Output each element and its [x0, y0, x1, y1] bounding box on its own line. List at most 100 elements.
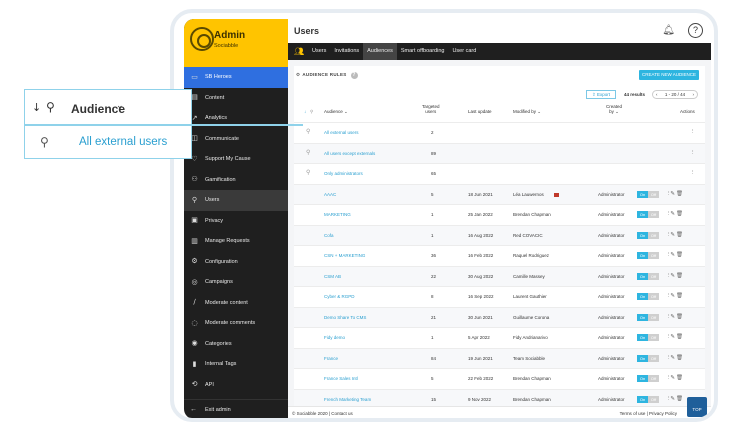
- sidebar-item-configuration[interactable]: ⚙ Configuration: [184, 252, 288, 273]
- tab-audiences[interactable]: Audiences: [363, 43, 397, 60]
- exit-admin-button[interactable]: ← Exit admin: [184, 399, 288, 418]
- status-toggle[interactable]: On Off: [637, 272, 659, 280]
- pager[interactable]: ‹ 1 - 20 / 44 ›: [652, 90, 698, 99]
- help-icon[interactable]: ?: [688, 23, 703, 38]
- sidebar-item-manage-requests[interactable]: ▥ Manage Requests: [184, 231, 288, 252]
- toggle-off[interactable]: Off: [648, 190, 659, 198]
- toggle-off[interactable]: Off: [648, 272, 659, 280]
- table-row[interactable]: CSM AB 22 30 Aug 2022 Camille Massey Adminis…: [294, 265, 705, 286]
- toggle-off[interactable]: Off: [648, 334, 659, 341]
- table-row[interactable]: CSN + MARKETING 36 16 Feb 2022 Raquel Rodri…: [294, 245, 705, 266]
- toggle-on[interactable]: On: [637, 375, 648, 382]
- edit-icon[interactable]: ✎: [670, 272, 676, 279]
- col-created-by[interactable]: Created by ⌄: [606, 104, 623, 114]
- stats-icon[interactable]: ⫶: [668, 211, 671, 217]
- toggle-on[interactable]: On: [637, 334, 648, 341]
- sort-down-icon[interactable]: ↓: [32, 101, 42, 114]
- audience-name-link[interactable]: All users except externals: [324, 150, 376, 156]
- table-row[interactable]: ⚲ All external users 2 ⫶: [294, 122, 705, 143]
- stats-icon[interactable]: ⫶: [668, 252, 671, 258]
- edit-icon[interactable]: ✎: [670, 354, 676, 361]
- status-toggle[interactable]: On Off: [637, 395, 659, 403]
- table-row[interactable]: Fidy demo 1 5 Apr 2022 Fidy Andrianarivo Adm…: [294, 327, 705, 348]
- edit-icon[interactable]: ✎: [670, 375, 676, 381]
- stats-icon[interactable]: ⫶: [692, 129, 695, 135]
- table-row[interactable]: France 84 19 Jun 2021 Team Sociabble Adminis…: [294, 347, 705, 368]
- stats-icon[interactable]: ⫶: [668, 231, 671, 238]
- table-row[interactable]: MARKETING 1 25 Jan 2022 Brendan Chapman Admi…: [294, 204, 705, 225]
- toggle-on[interactable]: On: [637, 354, 648, 362]
- audience-name-link[interactable]: France: [324, 355, 339, 361]
- toggle-off[interactable]: Off: [648, 313, 659, 321]
- chevron-down-icon[interactable]: ⌄: [116, 101, 124, 111]
- audience-name-link[interactable]: Fidy demo: [324, 335, 346, 340]
- footer-right[interactable]: Terms of use | Privacy Policy: [619, 411, 677, 416]
- sidebar-item-users[interactable]: ⚲ Users: [184, 190, 288, 211]
- trash-icon[interactable]: 🗑︎: [676, 395, 684, 402]
- stats-icon[interactable]: ⫶: [692, 170, 695, 176]
- sort-icon[interactable]: ↓: [304, 109, 307, 114]
- table-row[interactable]: Cyber & RGPD 8 16 Sep 2022 Laurent Gauthier…: [294, 286, 705, 307]
- tab-smart-offboarding[interactable]: Smart offboarding: [400, 48, 445, 54]
- stats-icon[interactable]: ⫶: [692, 149, 695, 156]
- sidebar-item-privacy[interactable]: ▣ Privacy: [184, 211, 288, 232]
- table-row[interactable]: Demo Share To CMS 21 30 Jun 2021 Guillaume …: [294, 306, 705, 327]
- next-page-icon[interactable]: ›: [692, 92, 694, 97]
- stats-icon[interactable]: ⫶: [668, 190, 671, 197]
- scroll-top-button[interactable]: TOP: [687, 397, 707, 417]
- table-row[interactable]: French Marketing Team 15 9 Nov 2022 Brendan…: [294, 388, 705, 409]
- col-last-update[interactable]: Last update: [468, 109, 492, 114]
- col-audience[interactable]: Audience ⌄: [324, 109, 348, 114]
- stats-icon[interactable]: ⫶: [668, 375, 671, 381]
- trash-icon[interactable]: 🗑︎: [676, 190, 684, 197]
- audience-name-link[interactable]: All external users: [324, 130, 359, 135]
- sidebar-item-api[interactable]: ⟲ API: [184, 375, 288, 396]
- toggle-off[interactable]: Off: [648, 354, 659, 362]
- stats-icon[interactable]: ⫶: [668, 354, 671, 361]
- audience-name-link[interactable]: Cyber & RGPD: [324, 294, 355, 299]
- toggle-off[interactable]: Off: [648, 375, 659, 382]
- audience-name-link[interactable]: Cofa: [324, 232, 334, 238]
- status-toggle[interactable]: On Off: [637, 354, 659, 362]
- trash-icon[interactable]: 🗑︎: [676, 211, 684, 217]
- edit-icon[interactable]: ✎: [670, 395, 676, 402]
- toggle-on[interactable]: On: [637, 190, 648, 198]
- status-toggle[interactable]: On Off: [637, 231, 659, 239]
- table-row[interactable]: ⚲ All users except externals 89 ⫶: [294, 142, 705, 163]
- sidebar-item-categories[interactable]: ◉ Categories: [184, 334, 288, 355]
- callout-audience-label[interactable]: Audience: [71, 102, 126, 116]
- sidebar-item-communicate[interactable]: ◫ Communicate: [184, 129, 288, 150]
- status-toggle[interactable]: On Off: [637, 375, 659, 382]
- callout-all-external-users[interactable]: All external users: [79, 136, 168, 148]
- tab-invitations[interactable]: Invitations: [334, 48, 360, 54]
- audience-name-link[interactable]: MARKETING: [324, 212, 351, 217]
- toggle-off[interactable]: Off: [648, 395, 659, 403]
- trash-icon[interactable]: 🗑︎: [676, 293, 684, 299]
- col-modified-by[interactable]: Modified by ⌄: [513, 109, 542, 114]
- stats-icon[interactable]: ⫶: [668, 272, 671, 279]
- tab-users[interactable]: Users: [312, 48, 327, 54]
- toggle-on[interactable]: On: [637, 395, 648, 403]
- status-toggle[interactable]: On Off: [637, 293, 659, 300]
- edit-icon[interactable]: ✎: [670, 190, 676, 197]
- table-row[interactable]: Cofa 1 16 Aug 2022 Red COVACIC Administrator…: [294, 224, 705, 245]
- status-toggle[interactable]: On Off: [637, 211, 659, 218]
- toggle-on[interactable]: On: [637, 231, 648, 239]
- audience-name-link[interactable]: France Sales Intl: [324, 376, 358, 381]
- audience-name-link[interactable]: CSN + MARKETING: [324, 253, 366, 258]
- toggle-on[interactable]: On: [637, 293, 648, 300]
- trash-icon[interactable]: 🗑︎: [676, 313, 684, 320]
- tab-user-card[interactable]: User card: [452, 48, 477, 54]
- toggle-on[interactable]: On: [637, 211, 648, 218]
- sidebar-item-moderate-content[interactable]: ∕ Moderate content: [184, 293, 288, 314]
- toggle-on[interactable]: On: [637, 272, 648, 280]
- audience-name-link[interactable]: CSM AB: [324, 273, 342, 279]
- toggle-off[interactable]: Off: [648, 293, 659, 300]
- status-toggle[interactable]: On Off: [637, 334, 659, 341]
- create-audience-button[interactable]: CREATE NEW AUDIENCE: [639, 70, 699, 80]
- table-row[interactable]: France Sales Intl 5 22 Feb 2022 Brendan Cha…: [294, 368, 705, 389]
- trash-icon[interactable]: 🗑︎: [676, 272, 684, 279]
- toggle-on[interactable]: On: [637, 252, 648, 259]
- audience-name-link[interactable]: Only administrators: [324, 171, 363, 176]
- sidebar-item-internal-tags[interactable]: ▮ Internal Tags: [184, 354, 288, 375]
